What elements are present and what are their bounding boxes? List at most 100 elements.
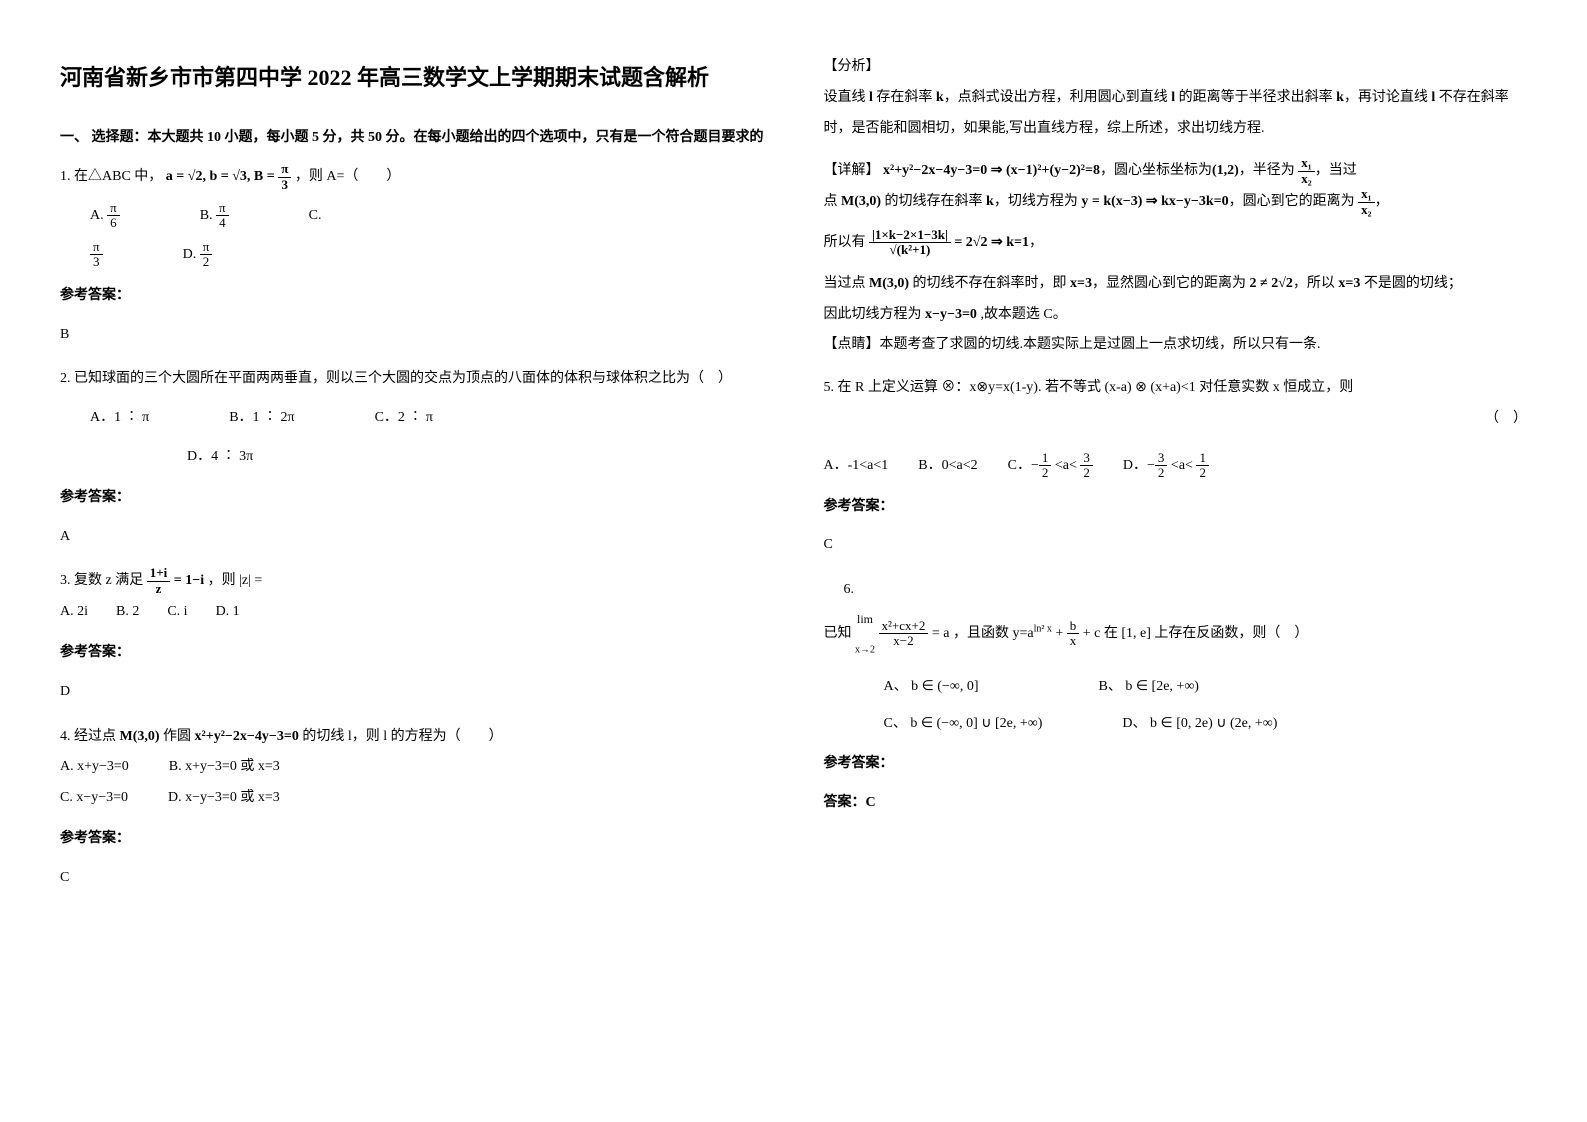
d4e: 不是圆的切线；	[1360, 276, 1462, 291]
d3-frac: |1×k−2×1−3k|√(k²+1)	[869, 228, 951, 258]
q2-ans: A	[60, 522, 764, 553]
question-2: 2. 已知球面的三个大圆所在平面两两垂直，则以三个大圆的交点为顶点的八面体的体积…	[60, 364, 764, 552]
analysis-p1: 设直线 l 存在斜率 k，点斜式设出方程，利用圆心到直线 l 的距离等于半径求出…	[824, 83, 1528, 145]
q4-row2: C. x−y−3=0 D. x−y−3=0 或 x=3	[60, 783, 764, 814]
analysis-label: 【分析】	[824, 52, 1528, 83]
detail-label: 【详解】	[824, 163, 880, 178]
q1-optB-label: B.	[200, 201, 213, 232]
detail-eq1: x²+y²−2x−4y−3=0 ⇒ (x−1)²+(y−2)²=8	[883, 163, 1100, 178]
q6-row2: C、 b ∈ (−∞, 0] ∪ [2e, +∞) D、 b ∈ [0, 2e)…	[884, 709, 1528, 740]
q5-paren: （ ）	[824, 404, 1528, 435]
ana-p1c: ，点斜式设出方程，利用圆心到直线	[944, 90, 1172, 105]
q1-optC-val: π3	[90, 240, 103, 271]
d4d: ，所以	[1293, 276, 1339, 291]
ana-p1e: ，再讨论直线	[1344, 90, 1432, 105]
q1-optC: C.	[309, 201, 322, 232]
q2-optC: C．2 ∶ π	[375, 403, 433, 434]
d2-k: k	[986, 194, 994, 209]
q5-optB: B．0<a<2	[918, 451, 977, 482]
q1-stem-mid: 中，	[131, 169, 163, 184]
d1b: ，圆心坐标坐标为	[1100, 163, 1212, 178]
q2-optA: A．1 ∶ π	[90, 403, 149, 434]
d5b: ,故本题选 C。	[977, 307, 1067, 322]
q5D-pre: D．	[1123, 458, 1147, 473]
q6d: + c 在	[1083, 626, 1122, 641]
q3-ans: D	[60, 677, 764, 708]
q1-stem-prefix: 1. 在	[60, 169, 88, 184]
d5-eq: x−y−3=0	[925, 307, 977, 322]
section-heading: 一、 选择题：本大题共 10 小题，每小题 5 分，共 50 分。在每小题给出的…	[60, 125, 764, 150]
d1-r-frac: x₁x₂	[1298, 156, 1314, 186]
q6-lim-sub: x→2	[855, 645, 875, 656]
q2-stem: 2. 已知球面的三个大圆所在平面两两垂直，则以三个大圆的交点为顶点的八面体的体积…	[60, 364, 764, 395]
q5D-l: 32	[1155, 451, 1168, 481]
question-6: 6. 已知 limx→2 x²+cx+2x−2 = a ，且函数 y=aln² …	[824, 575, 1528, 819]
question-4: 4. 经过点 M(3,0) 作圆 x²+y²−2x−4y−3=0 的切线 l，则…	[60, 722, 764, 894]
q2-optD: D．4 ∶ 3π	[187, 442, 253, 473]
q5-ans: C	[824, 530, 1528, 561]
q6-int: [1, e]	[1121, 626, 1151, 641]
d5a: 因此切线方程为	[824, 307, 926, 322]
d1d: ，当过	[1315, 163, 1357, 178]
q1-condition: a = √2, b = √3, B = π3	[166, 169, 292, 184]
q3-ans-label: 参考答案：	[60, 638, 764, 669]
q6-stem: 已知 limx→2 x²+cx+2x−2 = a ，且函数 y=aln² x +…	[824, 606, 1528, 662]
d2c: ，切线方程为	[994, 194, 1082, 209]
q4-stem-mid: 作圆	[163, 729, 195, 744]
analysis-block: 【分析】 设直线 l 存在斜率 k，点斜式设出方程，利用圆心到直线 l 的距离等…	[824, 52, 1528, 361]
detail-line4: 当过点 M(3,0) 的切线不存在斜率时，即 x=3，显然圆心到它的距离为 2 …	[824, 269, 1528, 300]
q5C-r: 32	[1080, 451, 1093, 481]
q4-optB: B. x+y−3=0 或 x=3	[169, 752, 280, 783]
d1c: ，半径为	[1239, 163, 1299, 178]
q1-optD-frac: π2	[200, 240, 213, 270]
d4-pt: M(3,0)	[869, 276, 909, 291]
q1-options-2: π3 D. π2	[90, 240, 764, 271]
d1-center: (1,2)	[1212, 163, 1239, 178]
detail-line3: 所以有 |1×k−2×1−3k|√(k²+1) = 2√2 ⇒ k=1，	[824, 228, 1528, 259]
d2-r-frac: x₁x₂	[1358, 187, 1374, 217]
q5D-r: 12	[1196, 451, 1209, 481]
q6-ans-pre: 答案：	[824, 795, 866, 810]
q4-row1: A. x+y−3=0 B. x+y−3=0 或 x=3	[60, 752, 764, 783]
q4-point: M(3,0)	[120, 729, 160, 744]
q6-ans-label: 参考答案：	[824, 749, 1528, 780]
note-line: 【点睛】本题考查了求圆的切线.本题实际上是过圆上一点求切线，所以只有一条.	[824, 330, 1528, 361]
page-title: 河南省新乡市市第四中学 2022 年高三数学文上学期期末试题含解析	[60, 60, 764, 95]
q5-optA: A．-1<a<1	[824, 451, 889, 482]
q2-options-row2: x D．4 ∶ 3π	[60, 442, 764, 473]
q4-ans: C	[60, 863, 764, 894]
q2-ans-label: 参考答案：	[60, 483, 764, 514]
q6-ans: 答案：C	[824, 788, 1528, 819]
q4-optD: D. x−y−3=0 或 x=3	[168, 783, 280, 814]
q4-ans-label: 参考答案：	[60, 824, 764, 855]
ana-k2: k	[1336, 90, 1344, 105]
q5b: ：x	[955, 380, 976, 395]
q5-ans-label: 参考答案：	[824, 492, 1528, 523]
q3-stem-prefix: 3. 复数 z 满足	[60, 573, 147, 588]
q5-optC: C．−12 <a< 32	[1008, 451, 1093, 482]
q5C-l: 12	[1039, 451, 1052, 481]
q6a: 已知	[824, 626, 856, 641]
q5-optD: D．−32 <a< 12	[1123, 451, 1209, 482]
q1-optC-frac: π3	[90, 240, 103, 270]
q6-num: 6.	[844, 575, 1528, 606]
q6-exp: ln² x	[1034, 623, 1052, 634]
d4-dist: 2 ≠ 2√2	[1250, 276, 1293, 291]
q2-optB: B．1 ∶ 2π	[229, 403, 294, 434]
q6-ans-val: C	[866, 795, 876, 810]
q4-optC: C. x−y−3=0	[60, 783, 128, 814]
ana-k: k	[936, 90, 944, 105]
ana-p1d: 的距离等于半径求出斜率	[1175, 90, 1336, 105]
q1-optA: A. π6	[90, 201, 120, 232]
q6b: ，且函数 y=a	[953, 626, 1034, 641]
question-1: 1. 在△ABC 中， a = √2, b = √3, B = π3 ，则 A=…	[60, 162, 764, 350]
d3end: ，	[1029, 235, 1043, 250]
q1-optA-frac: π6	[107, 201, 120, 231]
detail-line1: 【详解】 x²+y²−2x−4y−3=0 ⇒ (x−1)²+(y−2)²=8，圆…	[824, 156, 1528, 187]
q3-frac: 1+iz	[147, 566, 171, 596]
q6-limeq: = a	[932, 626, 950, 641]
q6-row1: A、 b ∈ (−∞, 0] B、 b ∈ [2e, +∞)	[884, 672, 1528, 703]
q6e: 上存在反函数，则（ ）	[1151, 626, 1309, 641]
d4-x: x=3	[1070, 276, 1092, 291]
q1-ans-label: 参考答案：	[60, 281, 764, 312]
